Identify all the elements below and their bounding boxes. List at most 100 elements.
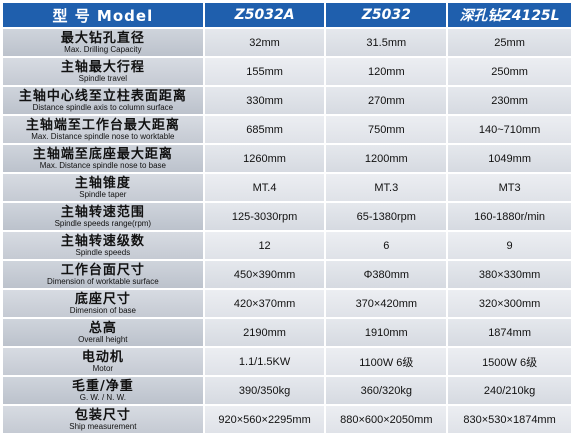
row-label: 主轴最大行程 Spindle travel [3, 58, 203, 85]
value-cell-model-2: 1910mm [326, 319, 447, 346]
value-cell-model-3: 1049mm [448, 145, 571, 172]
row-label-chinese: 最大钻孔直径 [60, 30, 145, 46]
value-cell-model-1: 125-3030rpm [204, 203, 325, 230]
table-row: 主轴转速级数 Spindle speeds 12 6 9 [3, 232, 571, 259]
table-row: 底座尺寸 Dimension of base 420×370mm 370×420mm 3… [3, 290, 571, 317]
value-cell-model-3: 320×300mm [448, 290, 571, 317]
row-label-english: Distance spindle axis to column surface [32, 102, 174, 112]
model-header-1: Z5032A [204, 3, 325, 27]
row-label-english: Max. Drilling Capacity [64, 44, 142, 54]
table-row: 电动机 Motor 1.1/1.5KW 1100W 6级 1500W 6级 [3, 348, 571, 375]
row-label: 最大钻孔直径 Max. Drilling Capacity [3, 29, 203, 56]
table-row: 主轴端至工作台最大距离 Max. Distance spindle nose to… [3, 116, 571, 143]
row-label-chinese: 主轴锥度 [74, 175, 131, 191]
row-label-english: Spindle speeds [75, 247, 131, 257]
row-label-english: Motor [92, 363, 114, 373]
row-label-chinese: 主轴端至工作台最大距离 [25, 117, 180, 133]
value-cell-model-2: 120mm [326, 58, 447, 85]
value-cell-model-1: 1.1/1.5KW [204, 348, 325, 375]
row-label-english: G. W. / N. W. [79, 392, 126, 402]
table-row: 主轴锥度 Spindle taper MT.4 MT.3 MT3 [3, 174, 571, 201]
table-row: 主轴最大行程 Spindle travel 155mm 120mm 250mm [3, 58, 571, 85]
table-row: 包装尺寸 Ship measurement 920×560×2295mm 880×60… [3, 406, 571, 433]
table-row: 主轴端至底座最大距离 Max. Distance spindle nose to … [3, 145, 571, 172]
value-cell-model-3: 140~710mm [448, 116, 571, 143]
value-cell-model-1: 12 [204, 232, 325, 259]
model-header-3: 深孔钻Z4125L [448, 3, 571, 27]
row-label-english: Ship measurement [69, 421, 137, 431]
row-label-chinese: 主轴转速级数 [60, 233, 145, 249]
row-label-english: Max. Distance spindle nose to worktable [31, 131, 175, 141]
value-cell-model-3: 1874mm [448, 319, 571, 346]
row-label-english: Spindle taper [79, 189, 127, 199]
row-label: 主轴中心线至立柱表面距离 Distance spindle axis to col… [3, 87, 203, 114]
value-cell-model-1: 2190mm [204, 319, 325, 346]
row-label: 电动机 Motor [3, 348, 203, 375]
value-cell-model-1: 390/350kg [204, 377, 325, 404]
row-label: 主轴端至工作台最大距离 Max. Distance spindle nose to… [3, 116, 203, 143]
value-cell-model-2: 1200mm [326, 145, 447, 172]
value-cell-model-2: MT.3 [326, 174, 447, 201]
value-cell-model-3: 830×530×1874mm [448, 406, 571, 433]
value-cell-model-2: 31.5mm [326, 29, 447, 56]
value-cell-model-3: 240/210kg [448, 377, 571, 404]
row-label-english: Max. Distance spindle nose to base [39, 160, 166, 170]
value-cell-model-1: MT.4 [204, 174, 325, 201]
table-row: 主轴中心线至立柱表面距离 Distance spindle axis to col… [3, 87, 571, 114]
row-label: 主轴端至底座最大距离 Max. Distance spindle nose to … [3, 145, 203, 172]
row-label-chinese: 工作台面尺寸 [60, 262, 145, 278]
row-label: 包装尺寸 Ship measurement [3, 406, 203, 433]
row-label: 主轴转速级数 Spindle speeds [3, 232, 203, 259]
row-label-chinese: 主轴中心线至立柱表面距离 [18, 88, 187, 104]
value-cell-model-1: 420×370mm [204, 290, 325, 317]
row-label-english: Dimension of base [69, 305, 136, 315]
value-cell-model-1: 330mm [204, 87, 325, 114]
table-row: 总高 Overall height 2190mm 1910mm 1874mm [3, 319, 571, 346]
row-label: 主轴转速范围 Spindle speeds range(rpm) [3, 203, 203, 230]
row-label-english: Dimension of worktable surface [47, 276, 159, 286]
value-cell-model-3: 25mm [448, 29, 571, 56]
table-row: 工作台面尺寸 Dimension of worktable surface 450×… [3, 261, 571, 288]
value-cell-model-3: 160-1880r/min [448, 203, 571, 230]
row-label: 工作台面尺寸 Dimension of worktable surface [3, 261, 203, 288]
row-label-chinese: 主轴最大行程 [60, 59, 145, 75]
row-label-chinese: 主轴端至底座最大距离 [32, 146, 173, 162]
value-cell-model-3: 230mm [448, 87, 571, 114]
row-label-chinese: 总高 [88, 320, 117, 336]
value-cell-model-1: 32mm [204, 29, 325, 56]
value-cell-model-2: 270mm [326, 87, 447, 114]
model-header-label: 型 号 Model [3, 3, 203, 27]
value-cell-model-1: 685mm [204, 116, 325, 143]
value-cell-model-2: 880×600×2050mm [326, 406, 447, 433]
value-cell-model-2: Φ380mm [326, 261, 447, 288]
row-label: 总高 Overall height [3, 319, 203, 346]
table-row: 主轴转速范围 Spindle speeds range(rpm) 125-3030r… [3, 203, 571, 230]
row-label-chinese: 主轴转速范围 [60, 204, 145, 220]
row-label-chinese: 包装尺寸 [74, 407, 131, 423]
table-row: 最大钻孔直径 Max. Drilling Capacity 32mm 31.5mm 25… [3, 29, 571, 56]
value-cell-model-2: 750mm [326, 116, 447, 143]
row-label: 毛重/净重 G. W. / N. W. [3, 377, 203, 404]
value-cell-model-3: 380×330mm [448, 261, 571, 288]
value-cell-model-1: 920×560×2295mm [204, 406, 325, 433]
value-cell-model-2: 370×420mm [326, 290, 447, 317]
value-cell-model-2: 360/320kg [326, 377, 447, 404]
header-row: 型 号 Model Z5032A Z5032 深孔钻Z4125L [3, 3, 571, 27]
value-cell-model-1: 450×390mm [204, 261, 325, 288]
spec-body: 最大钻孔直径 Max. Drilling Capacity 32mm 31.5mm 25… [3, 29, 571, 433]
model-header-2: Z5032 [326, 3, 447, 27]
row-label: 底座尺寸 Dimension of base [3, 290, 203, 317]
value-cell-model-2: 65-1380rpm [326, 203, 447, 230]
value-cell-model-2: 1100W 6级 [326, 348, 447, 375]
row-label: 主轴锥度 Spindle taper [3, 174, 203, 201]
value-cell-model-3: 1500W 6级 [448, 348, 571, 375]
row-label-chinese: 电动机 [81, 349, 124, 365]
spec-table: 型 号 Model Z5032A Z5032 深孔钻Z4125L 最大钻孔直径 M… [1, 1, 573, 435]
row-label-chinese: 底座尺寸 [74, 291, 131, 307]
table-row: 毛重/净重 G. W. / N. W. 390/350kg 360/320kg 240/… [3, 377, 571, 404]
value-cell-model-1: 1260mm [204, 145, 325, 172]
row-label-english: Spindle travel [78, 73, 128, 83]
row-label-chinese: 毛重/净重 [71, 378, 134, 394]
value-cell-model-1: 155mm [204, 58, 325, 85]
